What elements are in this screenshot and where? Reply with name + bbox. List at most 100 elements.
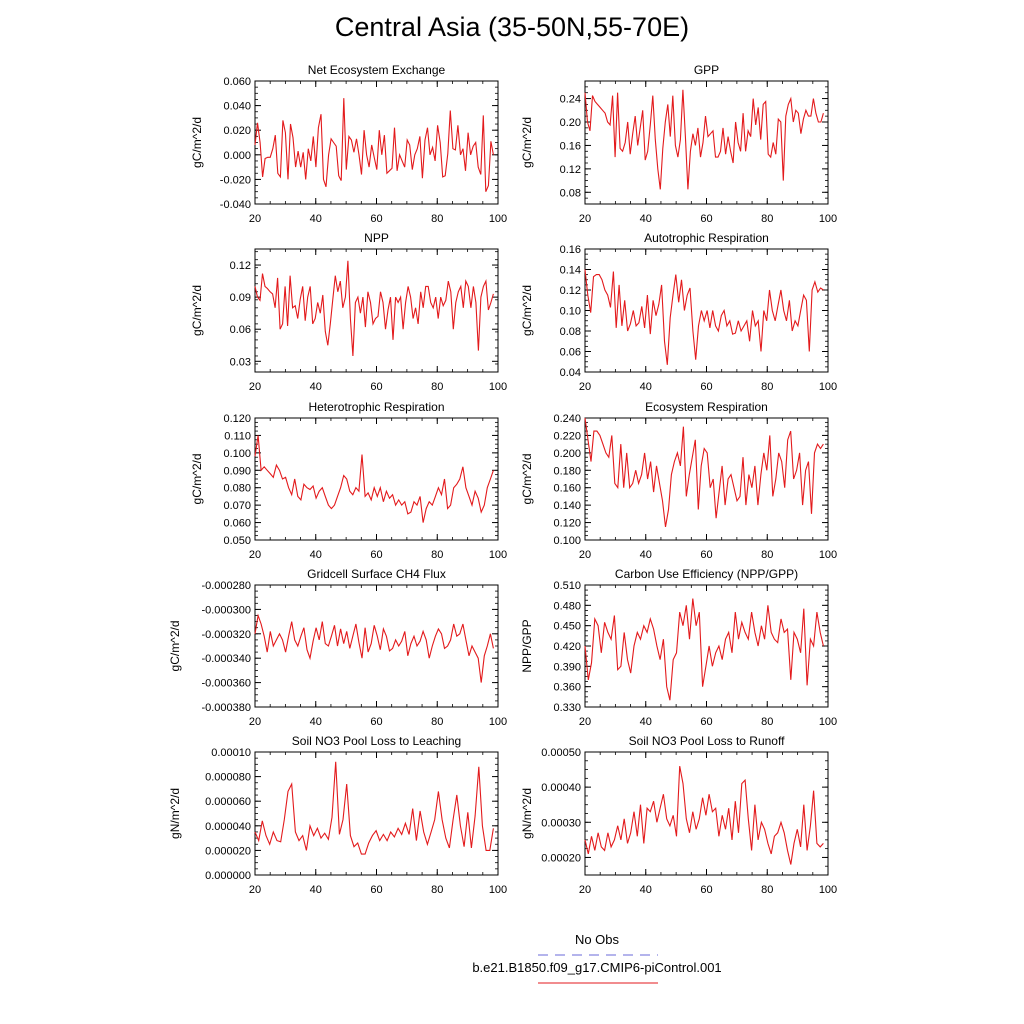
- panel-1-xtick-label: 100: [489, 213, 507, 225]
- panel-10-xtick-label: 20: [579, 884, 591, 896]
- panel-1-xtick-label: 20: [249, 213, 261, 225]
- panel-5-ytick-label: 0.120: [223, 413, 251, 425]
- panel-9-frame: [254, 751, 499, 876]
- panel-2-ytick-label: 0.16: [560, 140, 581, 152]
- panel-7-ytick-label: -0.000360: [201, 678, 251, 690]
- panel-2-xtick-label: 100: [819, 213, 837, 225]
- panel-7-xtick-label: 100: [489, 716, 507, 728]
- panel-7-xtick-label: 40: [310, 716, 322, 728]
- panel-4-ytick-label: 0.04: [560, 367, 581, 379]
- panel-10-ytick-label: 0.00040: [541, 782, 581, 794]
- panel-10-ytick-label: 0.00030: [541, 817, 581, 829]
- panel-6-xtick-label: 40: [640, 549, 652, 561]
- panel-8-xtick-label: 20: [579, 716, 591, 728]
- panel-5-xtick-label: 40: [310, 549, 322, 561]
- panel-10-xtick-label: 100: [819, 884, 837, 896]
- panel-3-series-line-1: [254, 260, 494, 357]
- panel-5-ytick-label: 0.110: [224, 430, 251, 442]
- panel-8-xtick-label: 60: [700, 716, 712, 728]
- panel-9-ytick-label: 0.000080: [205, 772, 251, 784]
- panel-5-ytick-label: 0.090: [223, 465, 251, 477]
- panel-4-ytick-label: 0.14: [560, 265, 581, 277]
- panel-6-ytick-label: 0.160: [553, 483, 581, 495]
- panel-5-xtick-label: 60: [370, 549, 382, 561]
- panel-5-ytick-label: 0.060: [223, 518, 251, 530]
- panel-8-ytick-label: 0.330: [553, 702, 581, 714]
- panel-1-xtick-label: 80: [431, 213, 443, 225]
- panel-4-series-line-1: [584, 269, 824, 365]
- panel-7-ylabel: gC/m^2/d: [168, 621, 182, 672]
- panel-8-ytick-label: 0.480: [553, 600, 581, 612]
- panel-10-series-line-1: [584, 765, 824, 865]
- panel-7-frame: [254, 584, 499, 708]
- panel-9-ytick-label: 0.000020: [205, 845, 251, 857]
- panel-1-ytick-label: -0.040: [220, 199, 251, 211]
- panel-9-title: Soil NO3 Pool Loss to Leaching: [292, 734, 461, 748]
- panel-2-ytick-label: 0.12: [560, 164, 581, 176]
- panel-9-xtick-label: 100: [489, 884, 507, 896]
- panel-6-ytick-label: 0.120: [553, 518, 581, 530]
- panel-3-xtick-label: 60: [370, 381, 382, 393]
- panel-10-ytick-label: 0.00020: [541, 852, 581, 864]
- panel-7-ytick-label: -0.000280: [201, 580, 251, 592]
- panel-7-xtick-label: 20: [249, 716, 261, 728]
- panel-6-xtick-label: 20: [579, 549, 591, 561]
- panel-6-ytick-label: 0.180: [553, 465, 581, 477]
- panel-3-ytick-label: 0.09: [230, 292, 251, 304]
- panel-6-xtick-label: 80: [761, 549, 773, 561]
- panel-7-ytick-label: -0.000340: [201, 653, 251, 665]
- panel-8-title: Carbon Use Efficiency (NPP/GPP): [615, 567, 798, 581]
- panel-5-series-line-1: [254, 435, 494, 523]
- panel-1-ytick-label: 0.060: [223, 76, 251, 88]
- panel-10-xtick-label: 40: [640, 884, 652, 896]
- panel-4-xtick-label: 60: [700, 381, 712, 393]
- panel-3-ytick-label: 0.06: [230, 324, 251, 336]
- panel-10-xtick-label: 80: [761, 884, 773, 896]
- panel-9-series-line-1: [254, 761, 494, 855]
- panel-6-ytick-label: 0.240: [553, 413, 581, 425]
- panel-4-xtick-label: 100: [819, 381, 837, 393]
- panel-3-frame: [254, 248, 499, 373]
- panel-7-ytick-label: -0.000320: [201, 629, 251, 641]
- panel-4-xtick-label: 80: [761, 381, 773, 393]
- panel-4-ytick-label: 0.06: [560, 347, 581, 359]
- panel-4-title: Autotrophic Respiration: [644, 231, 769, 245]
- legend-model-label: b.e21.B1850.f09_g17.CMIP6-piControl.001: [472, 960, 722, 975]
- panel-1-ytick-label: -0.020: [220, 174, 251, 186]
- panel-6-xtick-label: 60: [700, 549, 712, 561]
- panel-5-xtick-label: 100: [489, 549, 507, 561]
- panel-3-xtick-label: 80: [431, 381, 443, 393]
- panel-1-ylabel: gC/m^2/d: [190, 117, 204, 168]
- panel-3-xtick-label: 100: [489, 381, 507, 393]
- panel-1-frame: [254, 80, 499, 205]
- panel-3-ytick-label: 0.12: [230, 260, 251, 272]
- legend-obs-line: [538, 954, 658, 956]
- panel-6-ytick-label: 0.200: [553, 448, 581, 460]
- panel-5-ytick-label: 0.050: [223, 535, 251, 547]
- panel-4-ytick-label: 0.16: [560, 244, 581, 256]
- legend-model-line: [538, 982, 658, 984]
- panel-10-ytick-label: 0.00050: [541, 747, 581, 759]
- panel-2-xtick-label: 40: [640, 213, 652, 225]
- panel-3-ylabel: gC/m^2/d: [190, 285, 204, 336]
- panel-3-xtick-label: 20: [249, 381, 261, 393]
- panel-6-xtick-label: 100: [819, 549, 837, 561]
- panel-6-ytick-label: 0.140: [553, 500, 581, 512]
- panel-3-title: NPP: [364, 231, 389, 245]
- panel-5-frame: [254, 417, 499, 541]
- panel-9-xtick-label: 20: [249, 884, 261, 896]
- panel-6-title: Ecosystem Respiration: [645, 400, 768, 414]
- panel-8-ytick-label: 0.510: [553, 580, 581, 592]
- panel-2-frame: [584, 80, 829, 205]
- panel-8-series-line-1: [584, 598, 824, 701]
- panel-6-ylabel: gC/m^2/d: [520, 454, 534, 505]
- panel-4-xtick-label: 20: [579, 381, 591, 393]
- panel-8-ytick-label: 0.390: [553, 661, 581, 673]
- panel-4-ylabel: gC/m^2/d: [520, 285, 534, 336]
- panel-8-xtick-label: 80: [761, 716, 773, 728]
- panel-7-series-line-1: [254, 613, 494, 683]
- panel-9-ytick-label: 0.000040: [205, 821, 251, 833]
- panel-7-ytick-label: -0.000380: [201, 702, 251, 714]
